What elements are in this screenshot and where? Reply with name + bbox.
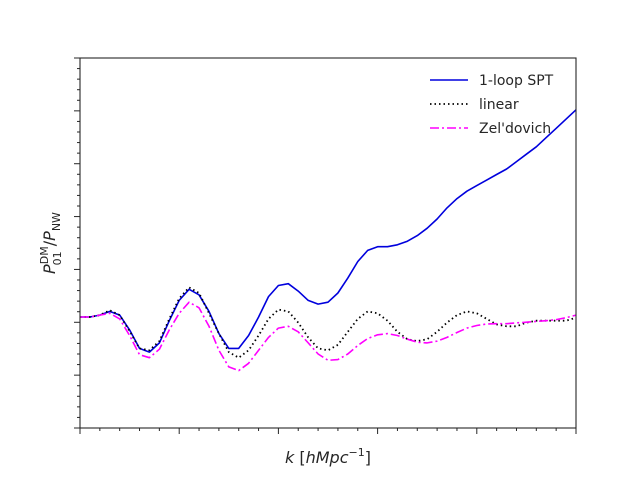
series-line-1: [80, 286, 577, 359]
series-line-2: [80, 301, 577, 372]
y-axis-label: PDM01 /PNW: [38, 212, 64, 274]
plot-frame: [79, 57, 577, 429]
series-lines: [80, 109, 577, 372]
series-line-0: [80, 109, 577, 353]
legend-label-1: linear: [479, 97, 519, 113]
legend-label-0: 1-loop SPT: [479, 73, 554, 89]
x-axis-label: k [hMpc−1]: [285, 446, 371, 467]
legend-label-2: Zel'dovich: [479, 121, 551, 137]
axis-ticks: [74, 57, 577, 434]
legend: 1-loop SPT linear Zel'dovich: [430, 73, 554, 137]
